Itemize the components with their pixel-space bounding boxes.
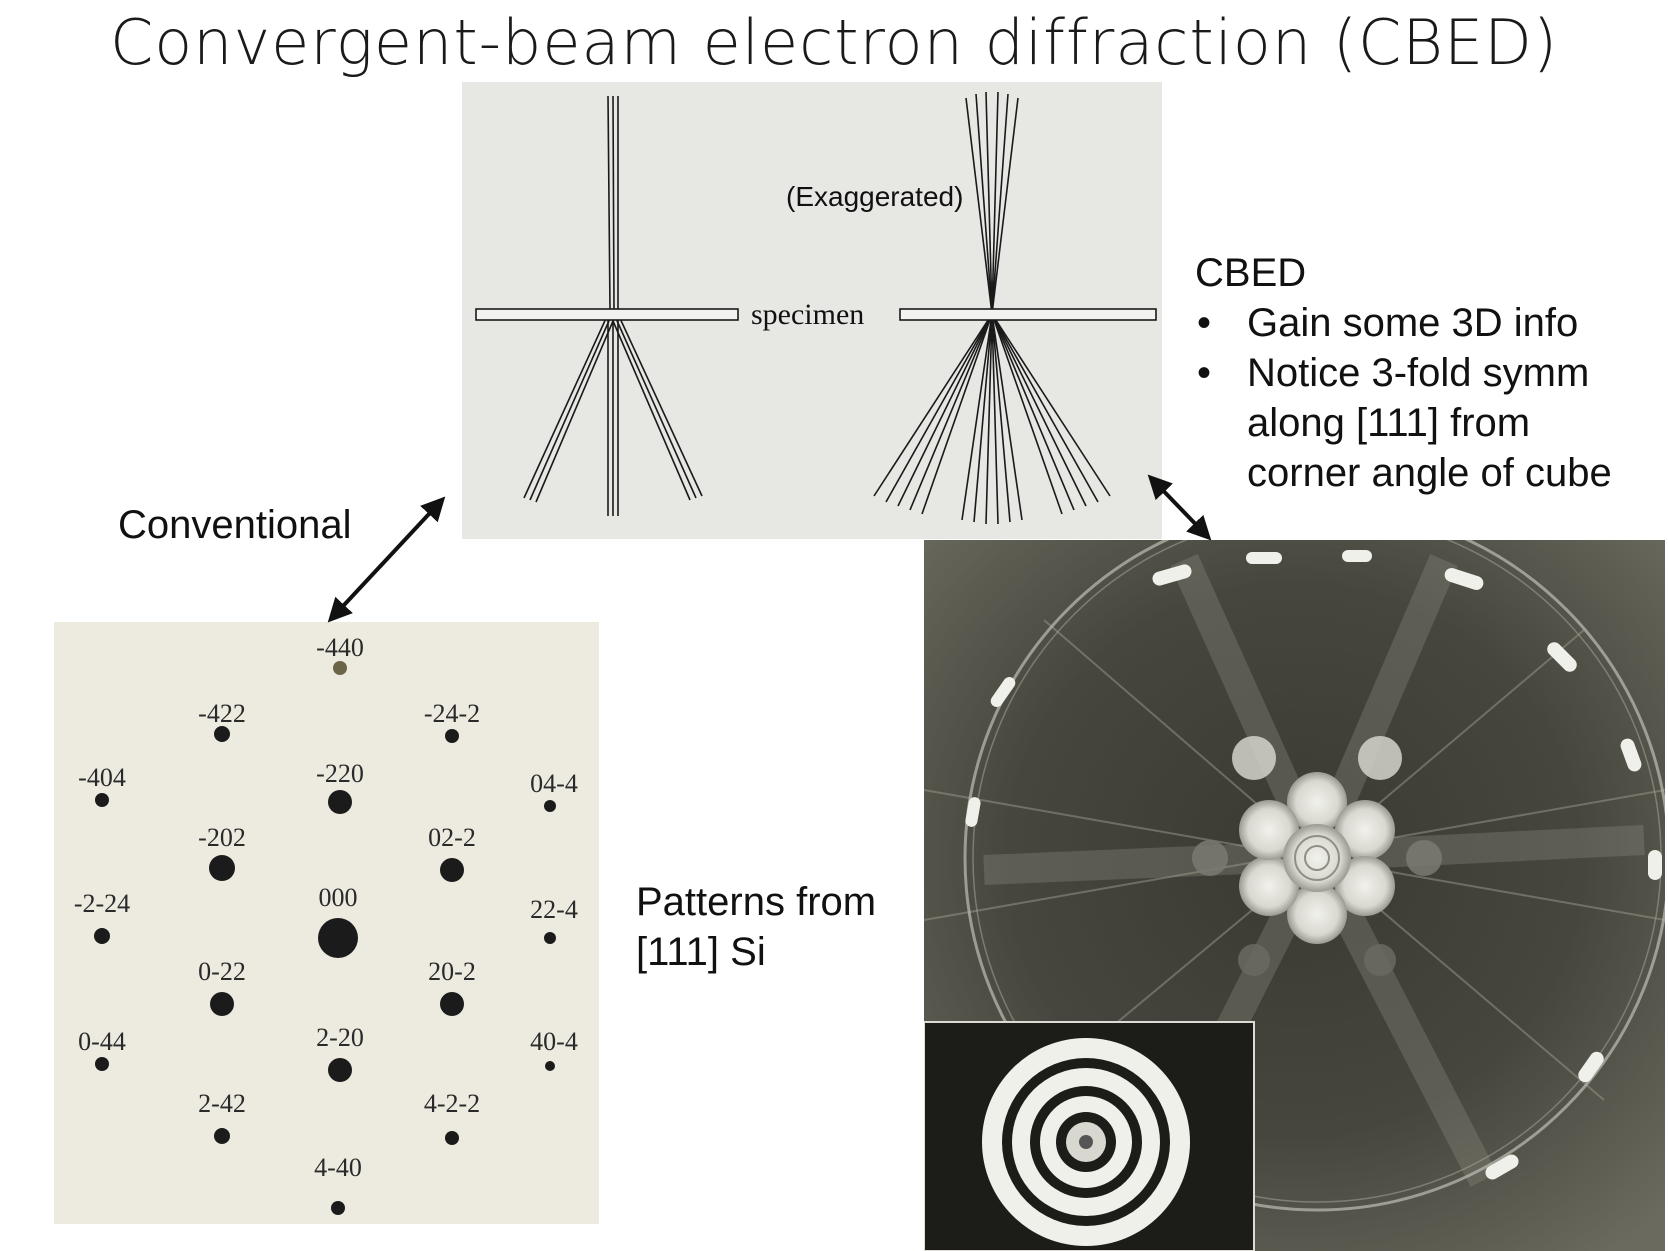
spot: [318, 918, 358, 958]
spot-label: 000: [319, 883, 358, 912]
divergent-ray: [897, 313, 993, 507]
cbed-notes: CBED • Gain some 3D info • Notice 3-fold…: [1195, 248, 1612, 498]
divergent-ray: [991, 313, 1087, 507]
spot-label: -2-24: [74, 889, 130, 918]
bullet-item: • Notice 3-fold symm along [111] from co…: [1195, 348, 1612, 498]
spot: [440, 992, 464, 1016]
diffracted-ray: [535, 313, 617, 503]
divergent-ray: [991, 313, 1063, 515]
spot-label: -24-2: [424, 699, 480, 728]
patterns-caption-line1: Patterns from: [636, 880, 877, 924]
specimen-label: specimen: [751, 298, 864, 331]
spot: [94, 928, 110, 944]
spot: [95, 793, 109, 807]
convergent-ray: [965, 97, 993, 315]
spot-label: 4-2-2: [424, 1089, 480, 1118]
cbed-bullet-list: • Gain some 3D info • Notice 3-fold symm…: [1195, 298, 1612, 498]
bullet-text-line: Notice 3-fold symm: [1247, 351, 1590, 395]
spot-pattern-panel: -440 -422 -24-2 -404 -220 04-4 -202 02-2…: [54, 622, 599, 1224]
patterns-caption-line2: [111] Si: [636, 930, 766, 974]
divergent-ray: [991, 313, 1111, 497]
bullet-dot: •: [1197, 351, 1212, 395]
divergent-ray: [873, 313, 993, 497]
divergent-ray: [991, 313, 1023, 521]
specimen-slab-left: [475, 308, 739, 321]
diffracted-ray: [523, 313, 609, 499]
bullet-text-line: along [111] from: [1247, 401, 1531, 445]
cbed-heading: CBED: [1195, 251, 1307, 295]
spot: [214, 726, 230, 742]
zoom-inset: [924, 1021, 1255, 1251]
spot: [214, 1128, 230, 1144]
divergent-ray: [973, 313, 993, 523]
diffracted-ray: [617, 313, 703, 497]
convergent-ray: [991, 93, 1009, 315]
exaggerated-label: (Exaggerated): [786, 181, 963, 212]
divergent-ray: [991, 313, 1075, 511]
convergent-ray: [975, 93, 993, 315]
divergent-ray: [991, 313, 999, 525]
incident-ray: [612, 95, 615, 311]
diffracted-ray: [613, 313, 697, 499]
spot: [328, 790, 352, 814]
diffracted-ray: [529, 313, 613, 501]
ray-diagram-panel: (Exaggerated) specimen: [462, 82, 1162, 539]
central-disc-cluster: [1239, 772, 1395, 944]
spot: [545, 1061, 555, 1071]
spot-label: -220: [316, 759, 364, 788]
spot: [544, 800, 556, 812]
spot: [331, 1201, 345, 1215]
spot-label: 0-22: [198, 957, 246, 986]
spot-label: 22-4: [530, 895, 578, 924]
spot: [333, 661, 347, 675]
spot-label: 20-2: [428, 957, 476, 986]
bullet-dot: •: [1197, 301, 1212, 345]
spot: [440, 858, 464, 882]
divergent-ray: [991, 313, 1011, 523]
bullet-item: • Gain some 3D info: [1195, 298, 1612, 348]
convergent-ray: [991, 97, 1019, 315]
cbed-pattern-photo: [924, 540, 1665, 1251]
divergent-ray: [885, 313, 993, 503]
spot: [544, 932, 556, 944]
specimen-slab-right: [899, 308, 1157, 321]
spot: [209, 855, 235, 881]
spot-label: -440: [316, 633, 364, 662]
diffracted-ray: [609, 313, 691, 501]
spot: [95, 1057, 109, 1071]
patterns-caption: Patterns from [111] Si: [636, 877, 876, 977]
spot-label: 40-4: [530, 1027, 578, 1056]
divergent-ray: [921, 313, 993, 515]
spot-label: 2-20: [316, 1023, 364, 1052]
incident-ray: [607, 95, 611, 311]
spot-label: 0-44: [78, 1027, 126, 1056]
divergent-ray: [961, 313, 993, 521]
slide-title: Convergent-beam electron diffraction (CB…: [109, 6, 1559, 79]
holz-ring: [963, 540, 1665, 1212]
outer-discs: [1192, 736, 1442, 976]
spot-label: 02-2: [428, 823, 476, 852]
convergent-ray: [991, 91, 999, 315]
bullet-text: Gain some 3D info: [1247, 301, 1579, 345]
divergent-ray: [909, 313, 993, 511]
divergent-ray: [991, 313, 1099, 503]
convergent-ray: [985, 91, 993, 315]
spot-label: 04-4: [530, 769, 578, 798]
spot: [328, 1058, 352, 1082]
spot: [445, 1131, 459, 1145]
spot-pattern-svg: -440 -422 -24-2 -404 -220 04-4 -202 02-2…: [74, 633, 578, 1215]
cbed-photo-svg: [924, 540, 1665, 1251]
ray-diagram-svg: (Exaggerated) specimen: [475, 91, 1157, 525]
bullet-text-line: corner angle of cube: [1247, 451, 1612, 495]
conventional-label: Conventional: [118, 503, 352, 547]
divergent-ray: [985, 313, 993, 525]
spot-label: 2-42: [198, 1089, 246, 1118]
spot-label: -202: [198, 823, 246, 852]
spot-label: -422: [198, 699, 246, 728]
spot: [210, 992, 234, 1016]
spot-label: -404: [78, 763, 126, 792]
spot-label: 4-40: [314, 1153, 362, 1182]
spot: [445, 729, 459, 743]
